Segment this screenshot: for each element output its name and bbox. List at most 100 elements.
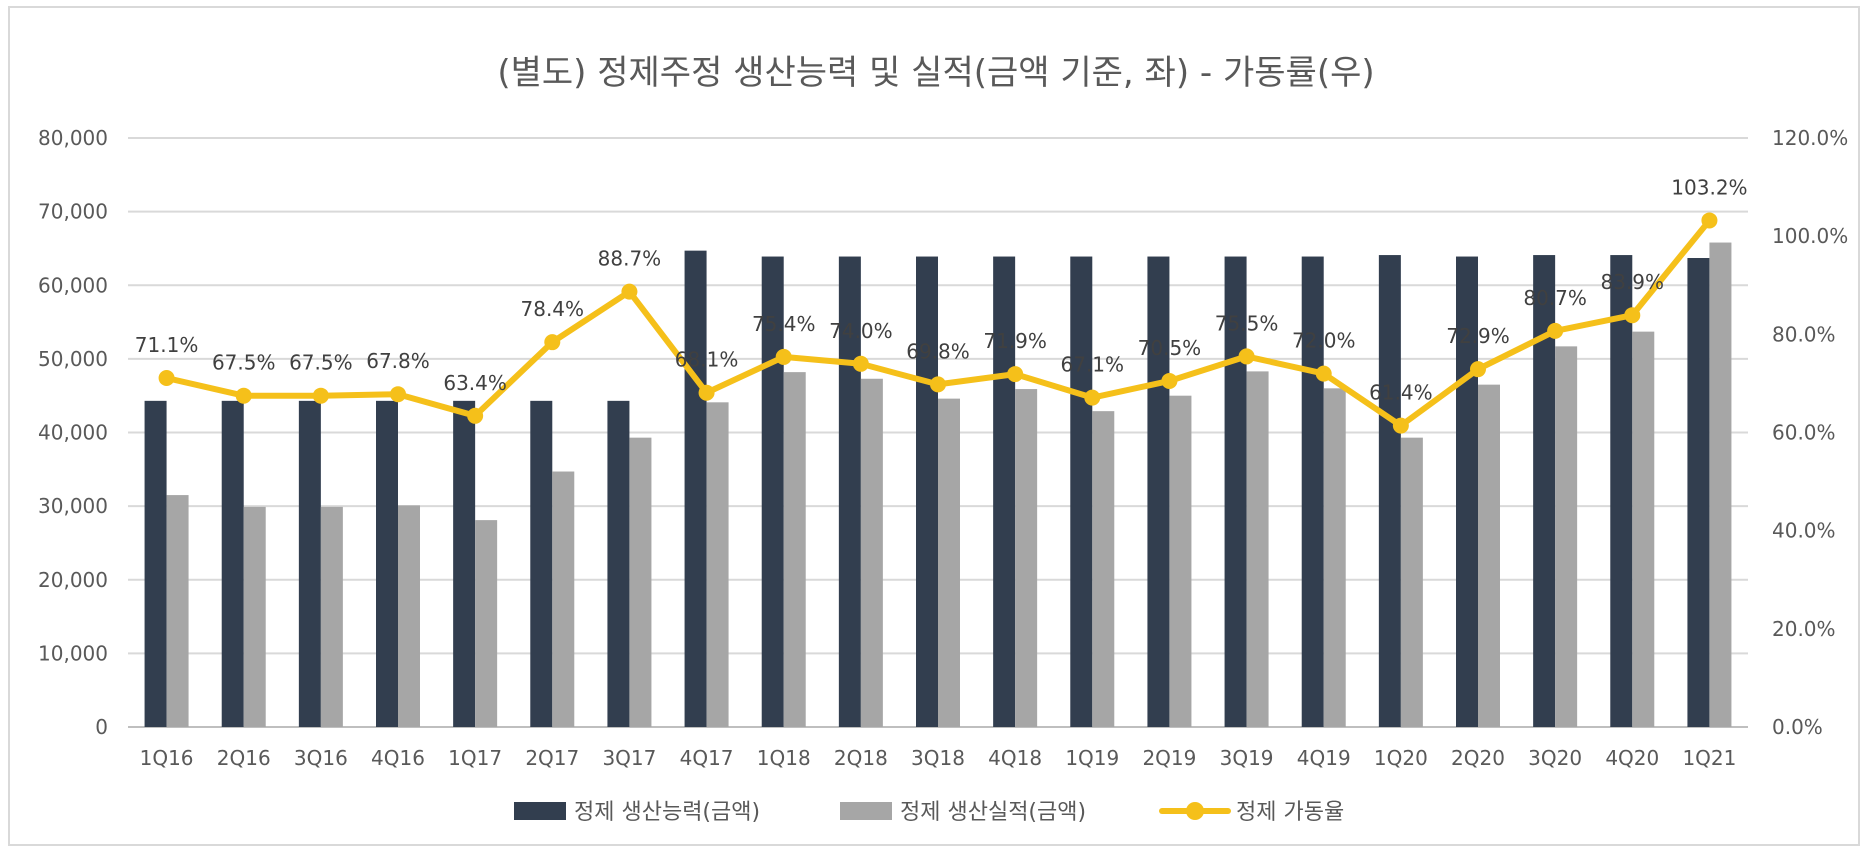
rate-data-label: 67.1% [1061, 353, 1125, 377]
capacity-bar [221, 400, 244, 727]
rate-data-label: 75.5% [1215, 311, 1279, 335]
rate-data-label: 61.4% [1369, 381, 1433, 405]
capacity-bar [1301, 256, 1324, 727]
rate-marker [312, 387, 329, 404]
rate-marker [1161, 372, 1178, 389]
rate-marker [1238, 348, 1255, 365]
production-bar [398, 505, 420, 727]
rate-data-label: 80.7% [1523, 286, 1587, 310]
capacity-bar [376, 400, 398, 727]
production-bar [1015, 389, 1038, 727]
capacity-bar [1070, 256, 1093, 727]
capacity-bar [916, 256, 938, 727]
rate-marker [775, 348, 792, 365]
x-tick-label: 2Q16 [217, 746, 271, 770]
rate-line [158, 212, 1718, 434]
production-bar [629, 437, 652, 727]
production-bar [938, 398, 960, 727]
left-tick-label: 0 [95, 715, 108, 739]
capacity-bar [1147, 256, 1170, 727]
capacity-bar [607, 400, 630, 727]
production-bar [166, 495, 189, 727]
capacity-bar [1533, 255, 1556, 727]
production-bar [475, 520, 498, 727]
production-bar [1478, 384, 1500, 727]
legend-label-production: 정제 생산실적(금액) [900, 800, 1086, 825]
rate-data-label: 88.7% [598, 247, 662, 271]
x-tick-label: 1Q20 [1374, 746, 1428, 770]
rate-marker [467, 407, 484, 424]
production-bar [1169, 395, 1192, 727]
right-tick-label: 100.0% [1772, 224, 1848, 248]
rate-marker [158, 370, 175, 387]
capacity-bar [993, 256, 1016, 727]
x-tick-label: 3Q20 [1528, 746, 1582, 770]
capacity-bar [144, 400, 167, 727]
capacity-bar [761, 256, 784, 727]
left-tick-label: 60,000 [38, 273, 108, 297]
left-tick-label: 70,000 [38, 200, 108, 224]
rate-data-label: 74.0% [829, 319, 893, 343]
capacity-bar [684, 250, 707, 728]
rate-marker [1547, 322, 1564, 339]
production-bar [320, 506, 343, 727]
x-tick-label: 1Q18 [757, 746, 811, 770]
bars [144, 242, 1732, 728]
production-bar [1323, 388, 1346, 727]
capacity-bar [453, 400, 476, 727]
left-tick-label: 30,000 [38, 494, 108, 518]
right-tick-label: 20.0% [1772, 617, 1836, 641]
legend-item-production: 정제 생산실적(금액) [840, 800, 1086, 825]
x-tick-label: 1Q21 [1682, 746, 1736, 770]
rate-marker [1624, 307, 1641, 324]
x-tick-label: 4Q17 [680, 746, 734, 770]
rate-data-label: 72.9% [1446, 324, 1510, 348]
legend-label-rate: 정제 가동율 [1236, 800, 1344, 825]
capacity-bar [530, 400, 553, 727]
production-bar [783, 372, 806, 727]
rate-marker [930, 376, 946, 393]
legend-item-capacity: 정제 생산능력(금액) [514, 800, 760, 825]
capacity-bar [1378, 255, 1401, 727]
rate-data-label: 72.0% [1292, 329, 1356, 353]
x-tick-label: 3Q17 [602, 746, 656, 770]
x-axis: 1Q16 2Q16 3Q16 4Q16 1Q17 2Q17 3Q17 4Q17 1Q18 2Q18… [140, 746, 1737, 770]
production-bar [1632, 331, 1655, 727]
right-tick-label: 120.0% [1772, 126, 1848, 150]
left-tick-label: 20,000 [38, 568, 108, 592]
production-bar [1709, 242, 1732, 728]
right-tick-label: 40.0% [1772, 519, 1836, 543]
rate-marker [698, 384, 715, 401]
rate-data-label: 78.4% [521, 297, 585, 321]
production-bar [1555, 346, 1578, 727]
production-bar [860, 378, 883, 727]
production-bar [552, 471, 575, 727]
x-tick-label: 4Q18 [988, 746, 1042, 770]
rate-data-label: 67.8% [366, 349, 430, 373]
legend-item-rate: 정제 가동율 [1159, 800, 1344, 825]
x-tick-label: 2Q18 [834, 746, 888, 770]
left-tick-label: 80,000 [38, 126, 108, 150]
rate-marker [544, 334, 561, 351]
legend-marker-rate [1186, 802, 1204, 820]
chart-svg: (별도) 정제주정 생산능력 및 실적(금액 기준, 좌) - 가동률(우) 0… [38, 53, 1848, 825]
rate-marker [1084, 389, 1101, 406]
capacity-bar [1687, 258, 1710, 727]
rate-data-label: 67.5% [212, 351, 276, 375]
rate-data-label: 70.5% [1138, 336, 1202, 360]
capacity-bar [1224, 256, 1247, 727]
rate-marker [1470, 361, 1486, 378]
rate-data-label: 63.4% [443, 371, 507, 395]
capacity-bar [1610, 255, 1633, 727]
rate-data-label: 103.2% [1671, 175, 1747, 199]
rate-marker [390, 386, 406, 403]
legend: 정제 생산능력(금액) 정제 생산실적(금액) 정제 가동율 [514, 800, 1344, 825]
capacity-bar [298, 400, 321, 727]
chart-frame: (별도) 정제주정 생산능력 및 실적(금액 기준, 좌) - 가동률(우) 0… [8, 6, 1860, 846]
x-tick-label: 2Q19 [1142, 746, 1196, 770]
x-tick-label: 3Q18 [911, 746, 965, 770]
x-tick-label: 2Q20 [1451, 746, 1505, 770]
data-labels: 71.1% 67.5% 67.5% 67.8% 63.4% 78.4% 88.7% 68.1%… [135, 175, 1748, 404]
left-tick-label: 40,000 [38, 421, 108, 445]
legend-label-capacity: 정제 생산능력(금액) [574, 800, 760, 825]
